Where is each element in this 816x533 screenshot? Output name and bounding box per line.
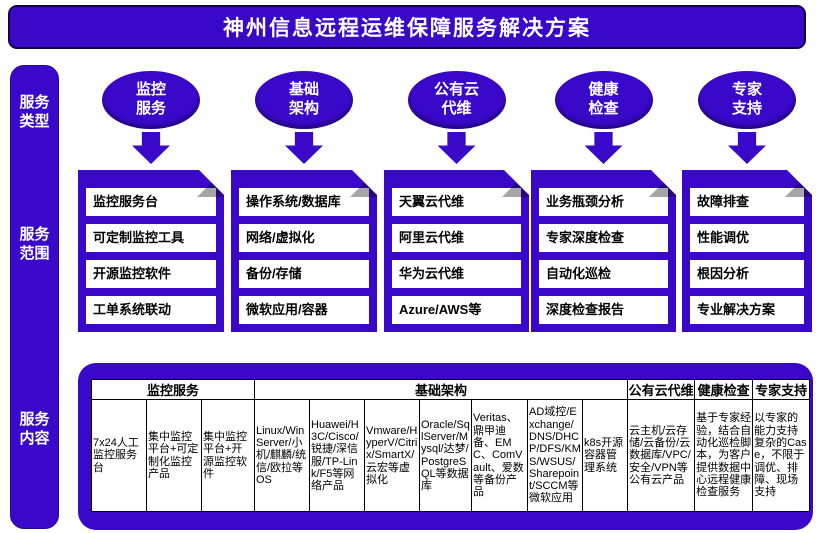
table-cell: AD域控/Exchange/DNS/DHCP/DFS/KMS/WSUS/Shar… bbox=[527, 399, 583, 512]
service-content-table: 监控服务 基础架构 公有云代维 健康检查 专家支持 7x24人工监控服务台 集中… bbox=[91, 379, 811, 512]
scope-item: 操作系统/数据库 bbox=[239, 188, 369, 216]
service-column-public-cloud: 公有云 代维 天翼云代维 阿里云代维 华为云代维 Azure/AWS等 bbox=[384, 65, 529, 335]
service-column-infrastructure: 基础 架构 操作系统/数据库 网络/虚拟化 备份/存储 微软应用/容器 bbox=[231, 65, 377, 335]
table-cell: 集中监控平台+可定制化监控产品 bbox=[146, 399, 202, 512]
scope-item: 工单系统联动 bbox=[86, 296, 216, 324]
table-cell: Linux/WinServer/小机/麒麟/统信/欧拉等OS bbox=[254, 399, 310, 512]
table-cell: 基于专家经验，结合自动化巡检脚本，为客户提供数据中心远程健康检查服务 bbox=[694, 399, 754, 512]
table-cell: 集中监控平台+开源监控软件 bbox=[201, 399, 255, 512]
service-scope-panel: 监控服务台 可定制监控工具 开源监控软件 工单系统联动 bbox=[78, 170, 224, 332]
down-arrow-icon bbox=[132, 132, 170, 164]
service-column-expert-support: 专家 支持 故障排查 性能调优 根因分析 专业解决方案 bbox=[682, 65, 812, 335]
table-cell: 云主机/云存储/云备份/云数据库/VPC/安全/VPN等公有云产品 bbox=[627, 399, 696, 512]
service-type-bubble: 专家 支持 bbox=[698, 71, 796, 129]
scope-item: Azure/AWS等 bbox=[392, 296, 521, 324]
scope-item: 华为云代维 bbox=[392, 260, 521, 288]
service-type-bubble: 监控 服务 bbox=[102, 71, 200, 129]
service-content-container: 监控服务 基础架构 公有云代维 健康检查 专家支持 7x24人工监控服务台 集中… bbox=[78, 363, 813, 530]
service-scope-panel: 操作系统/数据库 网络/虚拟化 备份/存储 微软应用/容器 bbox=[231, 170, 377, 332]
table-header-expert-support: 专家支持 bbox=[752, 379, 811, 400]
page-title: 神州信息远程运维保障服务解决方案 bbox=[8, 5, 806, 49]
scope-item: 自动化巡检 bbox=[539, 260, 668, 288]
service-scope-panel: 天翼云代维 阿里云代维 华为云代维 Azure/AWS等 bbox=[384, 170, 529, 332]
down-arrow-icon bbox=[437, 132, 476, 164]
scope-item: 网络/虚拟化 bbox=[239, 224, 369, 252]
down-arrow-icon bbox=[584, 132, 623, 164]
table-header-infrastructure: 基础架构 bbox=[253, 379, 629, 400]
table-cell: k8s开源容器管理系统 bbox=[581, 399, 629, 512]
down-arrow-icon bbox=[728, 132, 766, 164]
table-cell: Huawei/H3C/Cisco/锐捷/深信服/TP-Link/F5等网络产品 bbox=[309, 399, 365, 512]
table-header-health-check: 健康检查 bbox=[694, 379, 754, 400]
service-type-bubble: 基础 架构 bbox=[255, 71, 353, 129]
sidebar-label-service-content: 服务 内容 bbox=[19, 411, 50, 447]
service-scope-panel: 业务瓶颈分析 专家深度检查 自动化巡检 深度检查报告 bbox=[531, 170, 676, 332]
service-type-bubble: 健康 检查 bbox=[554, 71, 653, 129]
table-cell: 7x24人工监控服务台 bbox=[91, 399, 147, 512]
scope-item: 开源监控软件 bbox=[86, 260, 216, 288]
sidebar-label-service-type: 服务 类型 bbox=[19, 94, 50, 130]
scope-item: 专业解决方案 bbox=[690, 296, 804, 324]
scope-item: 阿里云代维 bbox=[392, 224, 521, 252]
down-arrow-icon bbox=[285, 132, 323, 164]
sidebar-label-service-scope: 服务 范围 bbox=[19, 226, 50, 262]
table-header-row: 监控服务 基础架构 公有云代维 健康检查 专家支持 bbox=[91, 379, 811, 400]
table-header-monitoring: 监控服务 bbox=[91, 379, 255, 400]
table-cell: Veritas、鼎甲迪备、EMC、ComVault、爱数等备份产品 bbox=[471, 399, 528, 512]
scope-item: 专家深度检查 bbox=[539, 224, 668, 252]
scope-item: 监控服务台 bbox=[86, 188, 216, 216]
scope-item: 微软应用/容器 bbox=[239, 296, 369, 324]
table-body-row: 7x24人工监控服务台 集中监控平台+可定制化监控产品 集中监控平台+开源监控软… bbox=[91, 399, 811, 512]
scope-item: 深度检查报告 bbox=[539, 296, 668, 324]
row-labels-sidebar: 服务 类型 服务 范围 服务 内容 bbox=[10, 65, 59, 529]
service-type-bubble: 公有云 代维 bbox=[407, 71, 506, 129]
service-scope-panel: 故障排查 性能调优 根因分析 专业解决方案 bbox=[682, 170, 812, 332]
scope-item: 备份/存储 bbox=[239, 260, 369, 288]
scope-item: 天翼云代维 bbox=[392, 188, 521, 216]
table-cell: Vmware/HyperV/Citrix/SmartX/云宏等虚拟化 bbox=[364, 399, 420, 512]
table-cell: Oracle/SqlServer/Mysql/达梦/PostgreSQL等数据库 bbox=[419, 399, 472, 512]
scope-item: 根因分析 bbox=[690, 260, 804, 288]
scope-item: 性能调优 bbox=[690, 224, 804, 252]
scope-item: 故障排查 bbox=[690, 188, 804, 216]
table-cell: 以专家的能力支持复杂的Case，不限于调优、排障、现场支持 bbox=[752, 399, 811, 512]
scope-item: 业务瓶颈分析 bbox=[539, 188, 668, 216]
scope-item: 可定制监控工具 bbox=[86, 224, 216, 252]
service-column-health-check: 健康 检查 业务瓶颈分析 专家深度检查 自动化巡检 深度检查报告 bbox=[531, 65, 676, 335]
service-column-monitoring: 监控 服务 监控服务台 可定制监控工具 开源监控软件 工单系统联动 bbox=[78, 65, 224, 335]
table-header-public-cloud: 公有云代维 bbox=[627, 379, 696, 400]
